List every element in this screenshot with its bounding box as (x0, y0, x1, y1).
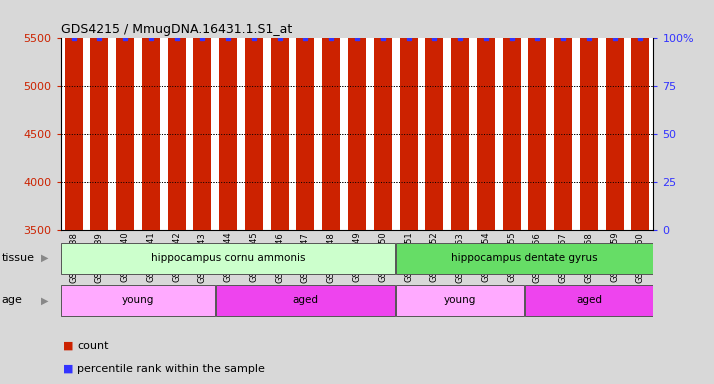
Bar (348, 0, 366, 230)
Bar (322, 0, 341, 230)
Bar (116, 0, 134, 230)
Text: ■: ■ (63, 364, 74, 374)
Text: aged: aged (576, 295, 602, 306)
Bar (396, 285, 524, 316)
Text: aged: aged (293, 295, 318, 306)
Bar (554, 0, 572, 230)
Bar (426, 0, 443, 230)
Text: GDS4215 / MmugDNA.16431.1.S1_at: GDS4215 / MmugDNA.16431.1.S1_at (61, 23, 292, 36)
Text: percentile rank within the sample: percentile rank within the sample (77, 364, 265, 374)
Bar (451, 0, 469, 230)
Bar (61, 285, 215, 316)
Bar (142, 0, 160, 230)
Text: ▶: ▶ (41, 253, 49, 263)
Bar (477, 0, 495, 230)
Bar (193, 0, 211, 230)
Text: tissue: tissue (1, 253, 34, 263)
Text: ▶: ▶ (41, 295, 49, 306)
Bar (605, 0, 623, 230)
Bar (61, 243, 395, 274)
Bar (245, 0, 263, 230)
Bar (216, 285, 395, 316)
Text: young: young (444, 295, 476, 306)
Bar (396, 243, 653, 274)
Text: age: age (1, 295, 22, 306)
Bar (631, 0, 650, 230)
Bar (525, 285, 653, 316)
Text: ■: ■ (63, 341, 74, 351)
Text: young: young (122, 295, 154, 306)
Text: count: count (77, 341, 109, 351)
Bar (64, 0, 83, 230)
Bar (271, 0, 288, 230)
Bar (528, 0, 546, 230)
Bar (580, 0, 598, 230)
Bar (168, 0, 186, 230)
Bar (219, 0, 237, 230)
Bar (503, 0, 521, 230)
Bar (373, 0, 392, 230)
Text: hippocampus cornu ammonis: hippocampus cornu ammonis (151, 253, 306, 263)
Bar (400, 0, 418, 230)
Bar (90, 0, 109, 230)
Text: hippocampus dentate gyrus: hippocampus dentate gyrus (451, 253, 598, 263)
Bar (296, 0, 314, 230)
